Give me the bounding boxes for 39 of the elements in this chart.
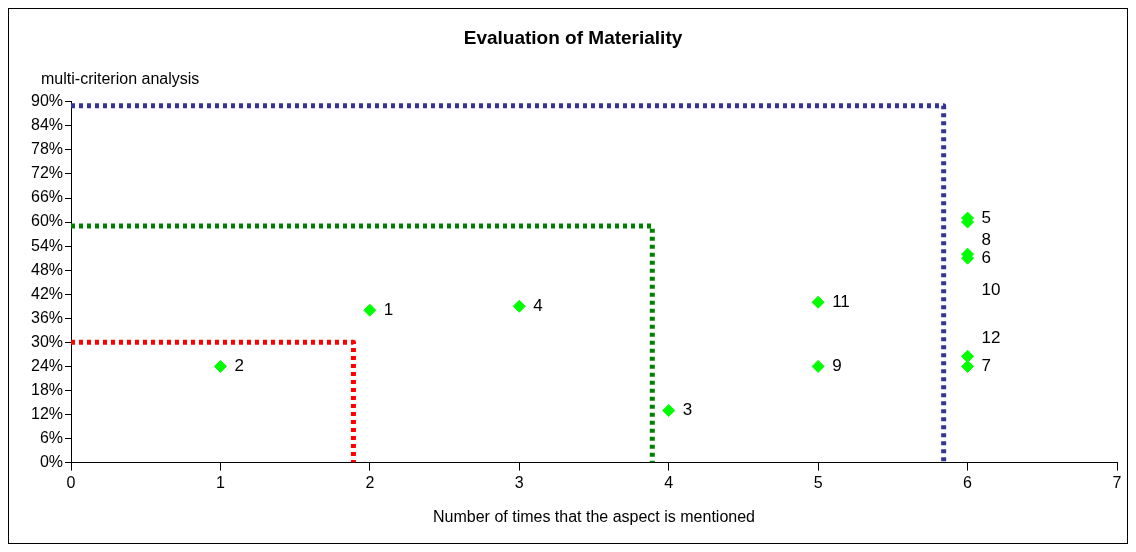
x-tick-label: 5 — [813, 473, 823, 491]
y-tick-label: 84% — [30, 116, 64, 134]
x-tick-label: 6 — [963, 473, 973, 491]
annotation: 9 — [832, 356, 842, 376]
y-tick-label: 0% — [39, 453, 64, 471]
annotation: 4 — [533, 295, 543, 315]
y-axis-title: multi-criterion analysis — [41, 70, 200, 88]
x-tick-label: 3 — [514, 473, 524, 491]
annotation: 10 — [981, 279, 1001, 299]
x-tick-label: 2 — [365, 473, 375, 491]
y-tick-label: 12% — [30, 404, 64, 422]
x-axis-title: Number of times that the aspect is mentioned — [433, 507, 755, 525]
y-tick-label: 54% — [30, 236, 64, 254]
annotation: 1 — [383, 299, 394, 319]
annotation: 2 — [234, 356, 244, 376]
y-tick-label: 90% — [30, 92, 64, 110]
y-tick-label: 30% — [30, 332, 64, 350]
y-tick-label: 48% — [30, 260, 64, 278]
x-tick-label: 4 — [664, 473, 674, 491]
x-tick-label: 7 — [1112, 473, 1122, 491]
annotation: 6 — [981, 247, 992, 267]
annotation: 5 — [981, 207, 992, 227]
y-tick-label: 66% — [30, 188, 64, 206]
y-tick-label: 36% — [30, 308, 64, 326]
chart-title: Evaluation of Materiality — [463, 26, 683, 48]
annotation: 3 — [682, 400, 693, 420]
annotation: 11 — [832, 291, 850, 311]
annotation: 8 — [981, 229, 992, 249]
y-tick-label: 42% — [30, 284, 64, 302]
y-tick-label: 60% — [30, 212, 64, 230]
y-tick-label: 72% — [30, 164, 64, 182]
y-tick-label: 6% — [39, 428, 64, 446]
y-tick-label: 18% — [30, 380, 64, 398]
x-tick-label: 1 — [216, 473, 225, 491]
annotation: 7 — [981, 356, 992, 376]
annotation: 12 — [981, 328, 1001, 348]
x-tick-label: 0 — [66, 473, 76, 491]
y-tick-label: 78% — [30, 140, 64, 158]
y-tick-label: 24% — [30, 356, 64, 374]
